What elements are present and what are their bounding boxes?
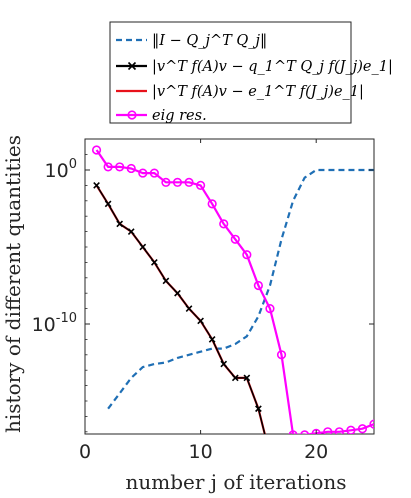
series-2-point-13 [231, 374, 239, 382]
y-tick-label--10: 10-10 [32, 311, 77, 336]
series-2-point-4 [127, 228, 135, 235]
series-4-point-19 [300, 430, 310, 434]
series-4-point-3 [115, 162, 125, 172]
x-axis-label: number j of iterations [125, 470, 346, 494]
series-4-point-10 [196, 180, 206, 190]
series-2-point-15 [255, 405, 262, 413]
series-4 [91, 145, 374, 434]
series-4-point-8 [172, 177, 183, 187]
y-tick-label-0: 100 [45, 157, 77, 182]
series-2-point-5 [139, 243, 147, 251]
series-2-point-11 [208, 336, 216, 343]
series-4-point-16 [265, 304, 275, 314]
series-2-point-12 [220, 360, 228, 368]
series-4-point-14 [242, 250, 252, 260]
y-axis-label: history of different quantities [1, 135, 25, 433]
series-2-point-14 [243, 374, 251, 382]
series-4-point-24 [357, 424, 368, 434]
series-4-point-20 [311, 428, 321, 434]
legend-label-4: eig res. [152, 108, 207, 124]
x-tick-label-10: 10 [189, 441, 213, 463]
x-tick-label-20: 20 [304, 441, 328, 463]
series-4-point-21 [323, 427, 333, 434]
series-2-point-6 [150, 259, 158, 266]
series-2-line [95, 185, 266, 434]
series-4-point-22 [334, 427, 344, 434]
series-4-point-4 [126, 163, 136, 174]
series-4-point-13 [230, 234, 240, 244]
series-2-point-7 [162, 277, 170, 285]
legend-entry-1: ‖I − Q_j^T Q_j‖ [116, 33, 267, 49]
legend-label-3: |v^T f(A)v − e_1^T f(J_j)e_1| [152, 84, 364, 100]
series-4-point-17 [276, 350, 287, 360]
series-4-point-23 [346, 425, 356, 434]
series-3 [95, 184, 266, 434]
legend-entry-3: |v^T f(A)v − e_1^T f(J_j)e_1| [116, 84, 364, 100]
plot-area-border [84, 138, 375, 435]
x-tick-label-0: 0 [79, 441, 91, 463]
series-3-line [95, 184, 266, 434]
series-2-point-2 [104, 200, 112, 208]
series-4-point-1 [91, 145, 102, 155]
legend-box [109, 21, 352, 124]
series-4-line [95, 149, 374, 434]
series-4-point-12 [219, 219, 229, 229]
legend-marker-2 [127, 61, 137, 71]
series-4-point-6 [149, 168, 159, 178]
series-4-point-7 [161, 177, 171, 187]
series-1 [107, 168, 374, 410]
series-4-point-25 [369, 419, 374, 429]
legend-entry-2: |v^T f(A)v − q_1^T Q_j f(J_j)e_1| [116, 59, 393, 75]
series-2-point-10 [197, 317, 204, 325]
series-2-point-3 [116, 220, 124, 228]
series-2-point-9 [185, 305, 193, 312]
series-4-point-15 [253, 280, 263, 291]
legend-entry-4: eig res. [116, 108, 207, 124]
series-2-point-1 [93, 182, 100, 189]
axes: 0 10 20 100 10-10 [32, 138, 375, 463]
legend: ‖I − Q_j^T Q_j‖ |v^T f(A)v − q_1^T Q_j f(… [109, 21, 393, 124]
series-2 [93, 182, 266, 434]
series-4-point-18 [288, 430, 298, 434]
legend-label-2: |v^T f(A)v − q_1^T Q_j f(J_j)e_1| [152, 59, 393, 75]
legend-marker-4 [127, 110, 137, 120]
series-4-point-9 [184, 177, 194, 187]
legend-label-1: ‖I − Q_j^T Q_j‖ [152, 33, 267, 49]
series-4-point-5 [138, 168, 148, 178]
series-4-point-2 [103, 162, 113, 172]
series-1-line [107, 168, 374, 410]
series-2-point-8 [174, 289, 181, 297]
series-4-point-11 [207, 199, 217, 209]
